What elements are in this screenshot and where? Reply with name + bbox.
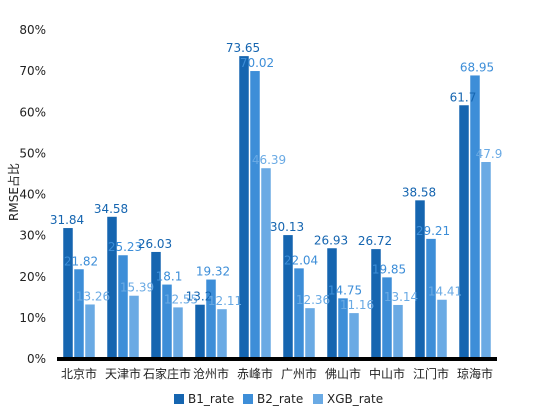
data-label: 14.75 — [328, 283, 362, 297]
legend-label: B1_rate — [188, 392, 234, 406]
data-label: 68.95 — [460, 60, 494, 74]
x-category-label: 北京市 — [61, 366, 97, 381]
bar-B1_rate-北京市 — [63, 228, 73, 359]
bar-B2_rate-广州市 — [294, 268, 304, 359]
bar-B2_rate-中山市 — [382, 277, 392, 359]
bar-B2_rate-北京市 — [74, 269, 84, 359]
bar-B2_rate-沧州市 — [206, 279, 216, 359]
bar-XGB_rate-沧州市 — [217, 309, 227, 359]
data-label: 12.11 — [208, 294, 242, 308]
bar-B1_rate-石家庄市 — [151, 251, 161, 359]
data-label: 21.82 — [64, 254, 98, 268]
bar-B1_rate-中山市 — [371, 249, 381, 359]
bar-B2_rate-天津市 — [118, 255, 128, 359]
bar-B1_rate-佛山市 — [327, 248, 337, 359]
bar-XGB_rate-中山市 — [393, 304, 403, 359]
data-label: 22.04 — [284, 253, 318, 267]
bar-XGB_rate-广州市 — [305, 308, 315, 359]
legend-swatch — [313, 394, 323, 404]
x-category-label: 赤峰市 — [237, 366, 273, 381]
x-category-label: 中山市 — [369, 366, 405, 381]
y-axis-ticks: 0% 10% 20% 30% 40% 50% 60% 70% 80% — [19, 23, 46, 366]
data-label: 12.36 — [296, 293, 330, 307]
x-category-label: 佛山市 — [325, 366, 361, 381]
legend-label: B2_rate — [257, 392, 303, 406]
data-label: 25.23 — [108, 240, 142, 254]
x-axis-categories: 北京市 天津市 石家庄市 沧州市 赤峰市 广州市 佛山市 中山市 江门市 琼海市 — [61, 366, 493, 381]
bar-XGB_rate-赤峰市 — [261, 168, 271, 359]
legend-label: XGB_rate — [327, 392, 383, 406]
bar-XGB_rate-北京市 — [85, 304, 95, 359]
data-label: 13.26 — [76, 289, 110, 303]
data-label: 47.9 — [476, 147, 503, 161]
data-label: 34.58 — [94, 202, 128, 216]
y-tick-label: 70% — [19, 64, 46, 78]
data-label: 31.84 — [50, 213, 84, 227]
bar-B2_rate-佛山市 — [338, 298, 348, 359]
data-label: 38.58 — [402, 185, 436, 199]
bar-XGB_rate-天津市 — [129, 295, 139, 359]
data-label: 19.85 — [372, 262, 406, 276]
x-category-label: 江门市 — [413, 366, 449, 381]
bar-XGB_rate-琼海市 — [481, 162, 491, 359]
data-label: 15.39 — [120, 281, 154, 295]
data-label: 26.72 — [358, 234, 392, 248]
bar-B1_rate-广州市 — [283, 235, 293, 359]
bar-B2_rate-赤峰市 — [250, 71, 260, 359]
data-label: 70.02 — [240, 56, 274, 70]
bar-B1_rate-天津市 — [107, 216, 117, 359]
bar-B2_rate-琼海市 — [470, 75, 480, 360]
data-label: 12.55 — [164, 292, 198, 306]
data-labels: 31.8421.8213.2634.5825.2315.3926.0318.11… — [50, 41, 503, 312]
data-label: 29.21 — [416, 224, 450, 238]
bar-B1_rate-赤峰市 — [239, 56, 249, 359]
y-tick-label: 20% — [19, 270, 46, 284]
data-label: 11.16 — [340, 298, 374, 312]
x-category-label: 琼海市 — [457, 366, 493, 381]
bar-B1_rate-沧州市 — [195, 304, 205, 359]
bar-XGB_rate-江门市 — [437, 299, 447, 359]
y-tick-label: 10% — [19, 311, 46, 325]
y-tick-label: 50% — [19, 146, 46, 160]
bar-series-group — [63, 56, 491, 360]
x-category-label: 天津市 — [105, 366, 141, 381]
data-label: 61.7 — [450, 90, 477, 104]
y-tick-label: 60% — [19, 105, 46, 119]
x-category-label: 沧州市 — [193, 366, 229, 381]
bar-B2_rate-石家庄市 — [162, 284, 172, 359]
legend: B1_rate B2_rate XGB_rate — [174, 392, 383, 406]
legend-swatch — [174, 394, 184, 404]
legend-swatch — [243, 394, 253, 404]
bar-XGB_rate-佛山市 — [349, 313, 359, 359]
x-category-label: 石家庄市 — [143, 366, 191, 381]
bar-XGB_rate-石家庄市 — [173, 307, 183, 359]
y-tick-label: 80% — [19, 23, 46, 37]
data-label: 13.2 — [186, 290, 213, 304]
y-tick-label: 30% — [19, 229, 46, 243]
bar-B1_rate-琼海市 — [459, 105, 469, 359]
bar-B2_rate-江门市 — [426, 238, 436, 359]
data-label: 19.32 — [196, 265, 230, 279]
y-tick-label: 40% — [19, 188, 46, 202]
data-label: 13.14 — [384, 290, 418, 304]
x-category-label: 广州市 — [281, 366, 317, 381]
data-label: 30.13 — [270, 220, 304, 234]
data-label: 73.65 — [226, 41, 260, 55]
data-label: 26.03 — [138, 237, 172, 251]
data-label: 46.39 — [252, 153, 286, 167]
y-tick-label: 0% — [27, 352, 46, 366]
data-label: 14.41 — [428, 285, 462, 299]
data-label: 26.93 — [314, 233, 348, 247]
data-label: 18.1 — [156, 270, 183, 284]
y-axis-label: RMSE占比 — [6, 163, 21, 221]
bar-B1_rate-江门市 — [415, 200, 425, 359]
